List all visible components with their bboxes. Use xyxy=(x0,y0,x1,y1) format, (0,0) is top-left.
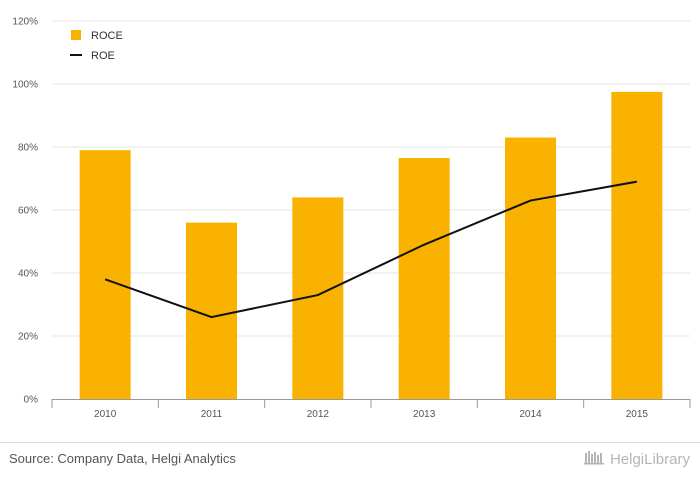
y-tick-label: 40% xyxy=(18,269,38,280)
legend-roce-label: ROCE xyxy=(91,30,123,42)
y-tick-label: 100% xyxy=(12,80,38,91)
footer: Source: Company Data, Helgi Analytics He… xyxy=(0,442,700,484)
y-tick-label: 20% xyxy=(18,332,38,343)
y-tick-label: 0% xyxy=(24,395,39,406)
legend: ROCE ROE xyxy=(70,30,123,62)
brand-logo: HelgiLibrary xyxy=(583,449,690,469)
roce-bar xyxy=(505,137,556,400)
x-tick-label: 2014 xyxy=(519,409,542,420)
chart: 0%20%40%60%80%100%120% 2010 2011 2012 2013 2… xyxy=(12,17,691,420)
roce-bars xyxy=(79,91,663,400)
roce-bar xyxy=(79,150,131,399)
y-tick-label: 60% xyxy=(18,206,38,217)
x-axis: 2010 2011 2012 2013 2014 2015 xyxy=(51,399,691,420)
gridlines xyxy=(52,20,690,337)
x-tick-label: 2013 xyxy=(413,409,436,420)
library-logo-icon xyxy=(583,449,606,469)
x-tick-label: 2010 xyxy=(94,409,117,420)
x-tick-label: 2015 xyxy=(626,409,649,420)
brand-name: HelgiLibrary xyxy=(609,450,690,468)
y-axis-ticks: 0% 20% 40% 60% 80% 100% 120% xyxy=(12,17,38,406)
roce-bar xyxy=(398,158,450,399)
x-tick-label: 2011 xyxy=(201,409,223,420)
x-tick-label: 2012 xyxy=(307,409,330,420)
source-note: Source: Company Data, Helgi Analytics xyxy=(9,451,236,466)
roce-bar xyxy=(611,91,663,399)
y-tick-label: 80% xyxy=(18,143,38,154)
roe-line-series xyxy=(104,180,638,319)
y-tick-label: 120% xyxy=(12,17,38,28)
legend-roce-swatch xyxy=(71,30,81,40)
roe-line xyxy=(104,180,638,319)
legend-roe-label: ROE xyxy=(91,50,115,62)
